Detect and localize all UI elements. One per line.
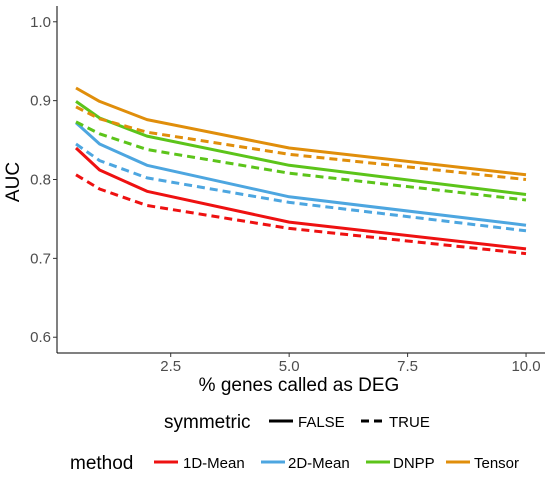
ticks: 0.6 0.7 0.8 0.9 1.0 2.5 5.0 7.5 10.0 xyxy=(30,14,541,375)
legend-symmetric-title: symmetric xyxy=(164,412,251,433)
x-tick-label: 2.5 xyxy=(160,358,181,375)
legend-symmetric: symmetric FALSE TRUE xyxy=(164,412,430,433)
y-axis-title: AUC xyxy=(3,162,24,202)
legend-label-tensor: Tensor xyxy=(474,455,519,472)
series-line-2d-mean-true xyxy=(75,142,527,233)
legend-label-dnpp: DNPP xyxy=(393,455,435,472)
x-tick-label: 10.0 xyxy=(511,358,540,375)
series-line-tensor-false xyxy=(75,86,527,177)
series-line-1d-mean-false xyxy=(74,146,527,251)
series-line-dnpp-false xyxy=(75,100,527,196)
x-tick-label: 5.0 xyxy=(279,358,300,375)
x-axis-title: % genes called as DEG xyxy=(199,375,400,396)
y-tick-label: 0.7 xyxy=(30,250,51,267)
legend-label-2d-mean: 2D-Mean xyxy=(288,455,350,472)
x-tick-label: 7.5 xyxy=(397,358,418,375)
series-line-1d-mean-true xyxy=(75,173,527,256)
legend-label-1d-mean: 1D-Mean xyxy=(183,455,245,472)
y-tick-label: 0.6 xyxy=(30,329,51,346)
legend-label-false: FALSE xyxy=(298,414,345,431)
series-line-dnpp-true xyxy=(75,120,527,202)
y-tick-label: 1.0 xyxy=(30,14,51,31)
series-line-2d-mean-false xyxy=(74,121,527,227)
legend-method: method 1D-Mean 2D-Mean DNPP Tensor xyxy=(70,453,519,474)
legend-label-true: TRUE xyxy=(389,414,430,431)
legend-method-title: method xyxy=(70,453,133,474)
axes xyxy=(56,6,545,354)
y-tick-label: 0.9 xyxy=(30,93,51,110)
series-line-tensor-true xyxy=(75,105,527,181)
plot-area xyxy=(74,86,527,256)
y-tick-label: 0.8 xyxy=(30,172,51,189)
